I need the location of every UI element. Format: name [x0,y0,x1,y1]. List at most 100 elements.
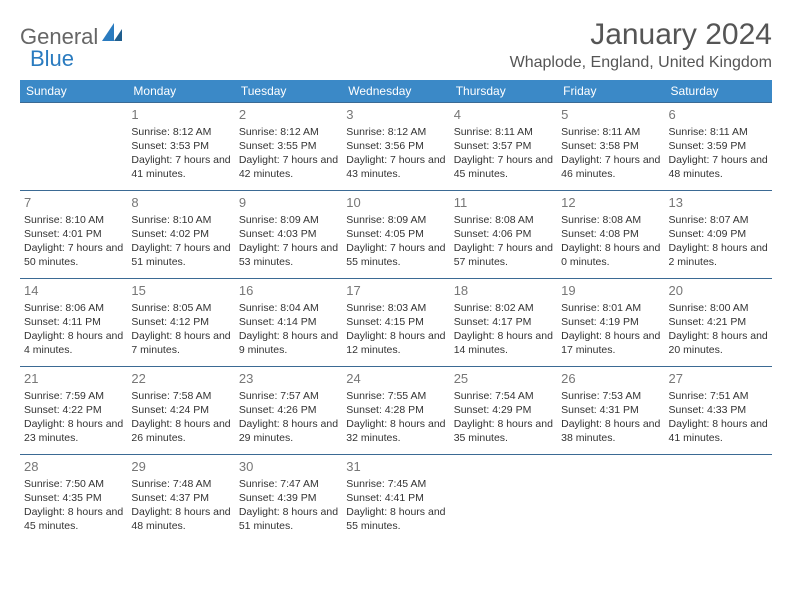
sunset-line: Sunset: 3:58 PM [561,139,660,153]
day-number: 2 [239,106,338,124]
daylight-line: Daylight: 8 hours and 4 minutes. [24,329,123,357]
sunrise-line: Sunrise: 8:03 AM [346,301,445,315]
daylight-line: Daylight: 8 hours and 20 minutes. [669,329,768,357]
calendar-day-cell [665,455,772,543]
daylight-line: Daylight: 7 hours and 46 minutes. [561,153,660,181]
calendar-day-cell: 13Sunrise: 8:07 AMSunset: 4:09 PMDayligh… [665,191,772,279]
calendar-week-row: 28Sunrise: 7:50 AMSunset: 4:35 PMDayligh… [20,455,772,543]
calendar-day-cell [450,455,557,543]
sunset-line: Sunset: 4:33 PM [669,403,768,417]
day-number: 3 [346,106,445,124]
sunrise-line: Sunrise: 7:47 AM [239,477,338,491]
sunrise-line: Sunrise: 8:12 AM [346,125,445,139]
sunrise-line: Sunrise: 8:05 AM [131,301,230,315]
calendar-day-cell: 27Sunrise: 7:51 AMSunset: 4:33 PMDayligh… [665,367,772,455]
calendar-day-cell: 21Sunrise: 7:59 AMSunset: 4:22 PMDayligh… [20,367,127,455]
sunrise-line: Sunrise: 8:10 AM [24,213,123,227]
day-number: 25 [454,370,553,388]
title-block: January 2024 Whaplode, England, United K… [510,18,772,72]
calendar-header-row: SundayMondayTuesdayWednesdayThursdayFrid… [20,80,772,103]
sunset-line: Sunset: 4:28 PM [346,403,445,417]
daylight-line: Daylight: 8 hours and 38 minutes. [561,417,660,445]
calendar-day-cell: 2Sunrise: 8:12 AMSunset: 3:55 PMDaylight… [235,103,342,191]
calendar-day-cell: 6Sunrise: 8:11 AMSunset: 3:59 PMDaylight… [665,103,772,191]
sunrise-line: Sunrise: 8:07 AM [669,213,768,227]
sunset-line: Sunset: 3:56 PM [346,139,445,153]
day-number: 10 [346,194,445,212]
sunrise-line: Sunrise: 8:02 AM [454,301,553,315]
calendar-day-cell: 11Sunrise: 8:08 AMSunset: 4:06 PMDayligh… [450,191,557,279]
daylight-line: Daylight: 8 hours and 48 minutes. [131,505,230,533]
sunset-line: Sunset: 4:29 PM [454,403,553,417]
sunset-line: Sunset: 4:31 PM [561,403,660,417]
day-number: 5 [561,106,660,124]
daylight-line: Daylight: 8 hours and 51 minutes. [239,505,338,533]
sunset-line: Sunset: 4:41 PM [346,491,445,505]
calendar-day-cell: 25Sunrise: 7:54 AMSunset: 4:29 PMDayligh… [450,367,557,455]
sunrise-line: Sunrise: 7:55 AM [346,389,445,403]
sunrise-line: Sunrise: 8:11 AM [561,125,660,139]
daylight-line: Daylight: 8 hours and 55 minutes. [346,505,445,533]
day-number: 9 [239,194,338,212]
sunset-line: Sunset: 4:01 PM [24,227,123,241]
sunset-line: Sunset: 4:06 PM [454,227,553,241]
daylight-line: Daylight: 8 hours and 41 minutes. [669,417,768,445]
calendar-week-row: 14Sunrise: 8:06 AMSunset: 4:11 PMDayligh… [20,279,772,367]
day-number: 22 [131,370,230,388]
day-number: 18 [454,282,553,300]
sunset-line: Sunset: 4:03 PM [239,227,338,241]
day-number: 17 [346,282,445,300]
sunrise-line: Sunrise: 7:51 AM [669,389,768,403]
sunset-line: Sunset: 4:21 PM [669,315,768,329]
calendar-week-row: 7Sunrise: 8:10 AMSunset: 4:01 PMDaylight… [20,191,772,279]
daylight-line: Daylight: 7 hours and 50 minutes. [24,241,123,269]
daylight-line: Daylight: 8 hours and 32 minutes. [346,417,445,445]
sunset-line: Sunset: 4:14 PM [239,315,338,329]
calendar-day-cell: 3Sunrise: 8:12 AMSunset: 3:56 PMDaylight… [342,103,449,191]
sunrise-line: Sunrise: 7:50 AM [24,477,123,491]
sunset-line: Sunset: 4:17 PM [454,315,553,329]
sunset-line: Sunset: 4:39 PM [239,491,338,505]
sunrise-line: Sunrise: 7:54 AM [454,389,553,403]
calendar-day-cell: 16Sunrise: 8:04 AMSunset: 4:14 PMDayligh… [235,279,342,367]
sunset-line: Sunset: 3:59 PM [669,139,768,153]
calendar-day-cell: 26Sunrise: 7:53 AMSunset: 4:31 PMDayligh… [557,367,664,455]
calendar-day-cell: 24Sunrise: 7:55 AMSunset: 4:28 PMDayligh… [342,367,449,455]
day-number: 19 [561,282,660,300]
calendar-day-cell: 8Sunrise: 8:10 AMSunset: 4:02 PMDaylight… [127,191,234,279]
calendar-day-cell: 22Sunrise: 7:58 AMSunset: 4:24 PMDayligh… [127,367,234,455]
day-number: 6 [669,106,768,124]
logo-mark-icon [102,23,122,46]
calendar-day-cell: 17Sunrise: 8:03 AMSunset: 4:15 PMDayligh… [342,279,449,367]
daylight-line: Daylight: 7 hours and 41 minutes. [131,153,230,181]
calendar-day-cell [20,103,127,191]
day-number: 13 [669,194,768,212]
sunrise-line: Sunrise: 7:58 AM [131,389,230,403]
day-number: 7 [24,194,123,212]
day-number: 24 [346,370,445,388]
daylight-line: Daylight: 8 hours and 29 minutes. [239,417,338,445]
daylight-line: Daylight: 8 hours and 2 minutes. [669,241,768,269]
calendar-day-cell: 7Sunrise: 8:10 AMSunset: 4:01 PMDaylight… [20,191,127,279]
calendar-day-cell: 19Sunrise: 8:01 AMSunset: 4:19 PMDayligh… [557,279,664,367]
day-number: 16 [239,282,338,300]
sunset-line: Sunset: 4:24 PM [131,403,230,417]
sunrise-line: Sunrise: 7:59 AM [24,389,123,403]
daylight-line: Daylight: 7 hours and 53 minutes. [239,241,338,269]
daylight-line: Daylight: 8 hours and 45 minutes. [24,505,123,533]
sunrise-line: Sunrise: 8:11 AM [669,125,768,139]
sunset-line: Sunset: 4:12 PM [131,315,230,329]
day-number: 4 [454,106,553,124]
calendar-day-cell: 12Sunrise: 8:08 AMSunset: 4:08 PMDayligh… [557,191,664,279]
day-header: Wednesday [342,80,449,103]
sunset-line: Sunset: 4:08 PM [561,227,660,241]
sunset-line: Sunset: 4:02 PM [131,227,230,241]
daylight-line: Daylight: 8 hours and 26 minutes. [131,417,230,445]
daylight-line: Daylight: 7 hours and 45 minutes. [454,153,553,181]
daylight-line: Daylight: 7 hours and 51 minutes. [131,241,230,269]
calendar-day-cell: 10Sunrise: 8:09 AMSunset: 4:05 PMDayligh… [342,191,449,279]
sunrise-line: Sunrise: 8:01 AM [561,301,660,315]
sunrise-line: Sunrise: 8:06 AM [24,301,123,315]
day-header: Sunday [20,80,127,103]
day-header: Friday [557,80,664,103]
